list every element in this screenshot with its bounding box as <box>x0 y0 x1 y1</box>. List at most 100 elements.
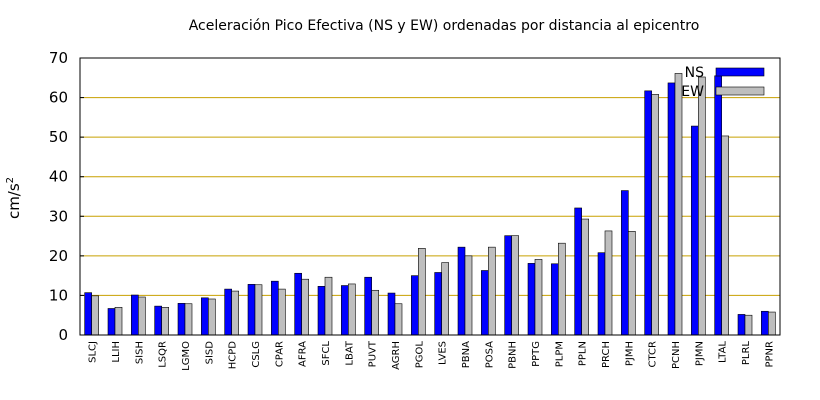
bar-ns-pjmh <box>621 190 629 336</box>
x-tick-labels: SLCJ LLIH SISH LSQR LGMO SISD HCPD CSLG CPAR AFRA… <box>88 340 776 371</box>
y-tick-labels: 0 10 20 30 40 50 60 70 <box>49 49 68 344</box>
legend-label-ns: NS <box>685 65 704 81</box>
x-tick-label: PGOL <box>414 341 425 369</box>
x-tick-label: AGRH <box>391 341 402 370</box>
bar-ew-sish <box>138 296 146 336</box>
bar-ns-pjmn <box>691 125 699 336</box>
x-tick-label: SISH <box>134 341 145 364</box>
x-tick-label: PRCH <box>601 341 612 368</box>
bar-ew-pbna <box>464 255 473 336</box>
y-tick-label: 70 <box>49 49 68 67</box>
bar-ns-lsqr <box>154 305 162 336</box>
bar-ns-agrh <box>387 292 396 336</box>
bar-ns-prch <box>597 252 606 336</box>
bar-ns-cpar <box>271 280 279 336</box>
x-tick-label: PJMH <box>624 341 635 366</box>
x-tick-label: CTCR <box>648 341 659 367</box>
bar-ns-plrl <box>737 314 746 336</box>
bar-ns-lgmo <box>177 303 186 336</box>
y-axis-label-superscript: 2 <box>5 177 16 183</box>
bar-ns-lves <box>434 272 442 336</box>
x-tick-label: SLCJ <box>88 341 99 363</box>
x-tick-label: PLRL <box>741 341 752 366</box>
y-axis-label: cm/s2 <box>5 177 23 219</box>
x-tick-label: LTAL <box>718 341 729 363</box>
y-tick-label: 30 <box>49 207 68 225</box>
bar-ns-pcnh <box>667 82 676 336</box>
bar-ns-puvt <box>364 276 372 336</box>
x-tick-label: PUVT <box>368 340 379 367</box>
bar-ew-afra <box>301 278 309 336</box>
x-tick-label: POSA <box>484 341 495 368</box>
legend-swatch-ew <box>715 86 765 96</box>
x-tick-label: PPLN <box>578 341 589 366</box>
bar-ns-plpm <box>551 263 559 336</box>
plot-frame <box>79 57 781 336</box>
y-tick-label: 50 <box>49 128 68 146</box>
bar-ew-prch <box>604 230 613 336</box>
bar-ew-ctcr <box>651 94 659 336</box>
bar-ew-lves <box>441 262 449 336</box>
bar-ew-slcj <box>91 295 99 336</box>
bar-ew-pjmh <box>628 231 636 336</box>
legend: NS EW <box>681 65 765 100</box>
bar-ew-pcnh <box>674 73 683 336</box>
bar-ns-posa <box>481 270 489 336</box>
x-tick-label: SFCL <box>321 341 332 366</box>
grid-lines <box>80 97 780 296</box>
bar-ns-pbnh <box>504 235 512 336</box>
bar-ew-plpm <box>558 242 566 336</box>
bar-ew-ppln <box>581 218 589 336</box>
x-tick-label: LLIH <box>111 341 122 363</box>
y-tick-label: 10 <box>49 286 68 304</box>
legend-swatch-ns <box>715 67 765 77</box>
bar-ns-ppnr <box>761 310 769 336</box>
bar-ns-afra <box>294 272 302 336</box>
bar-ns-ltal <box>714 75 722 336</box>
bar-ew-lsqr <box>161 306 169 336</box>
bar-ns-pbna <box>457 246 466 336</box>
bar-ns-sish <box>131 294 139 336</box>
bar-ew-agrh <box>394 303 403 336</box>
bar-ew-cslg <box>254 284 263 336</box>
bar-ew-pbnh <box>511 235 519 336</box>
bar-ns-slcj <box>84 292 92 336</box>
bar-ns-lbat <box>341 285 349 336</box>
bar-ns-cslg <box>247 284 256 336</box>
y-tick-label: 0 <box>58 326 68 344</box>
bar-ew-pjmn <box>698 76 706 336</box>
bar-ew-cpar <box>278 288 286 336</box>
bar-ns-ctcr <box>644 90 652 336</box>
bar-ns-pptg <box>527 263 536 336</box>
bar-ew-posa <box>488 246 496 336</box>
legend-label-ew: EW <box>681 84 704 100</box>
bar-ew-ppnr <box>768 311 776 336</box>
chart-title: Aceleración Pico Efectiva (NS y EW) orde… <box>189 18 700 34</box>
bar-ns-llih <box>107 308 116 336</box>
bars <box>84 73 776 336</box>
y-tick-label: 20 <box>49 247 68 265</box>
x-tick-label: HCPD <box>228 341 239 370</box>
x-tick-label: SISD <box>204 341 215 365</box>
x-tick-label: PPNR <box>764 341 775 368</box>
bar-ns-sisd <box>201 297 209 336</box>
bar-ew-ltal <box>721 135 729 336</box>
bar-ew-pptg <box>534 259 543 336</box>
x-tick-label: LSQR <box>158 341 169 368</box>
x-tick-label: PPTG <box>531 341 542 367</box>
bar-ew-plrl <box>744 314 753 336</box>
bar-ew-lgmo <box>184 303 193 336</box>
bar-ns-hcpd <box>224 288 232 336</box>
x-tick-label: PCNH <box>671 341 682 369</box>
y-tick-label: 60 <box>49 89 68 107</box>
bar-ns-pgol <box>411 275 419 336</box>
axes <box>79 57 781 336</box>
x-tick-label: CSLG <box>251 341 262 368</box>
x-tick-label: PBNA <box>461 341 472 368</box>
x-tick-label: LVES <box>438 341 449 365</box>
bar-ew-llih <box>114 306 123 336</box>
bar-ew-hcpd <box>231 290 239 336</box>
bar-ew-puvt <box>371 289 379 336</box>
